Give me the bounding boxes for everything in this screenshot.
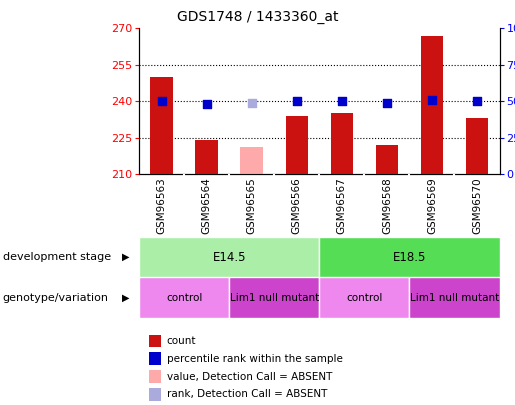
Bar [229,277,319,318]
Text: rank, Detection Call = ABSENT: rank, Detection Call = ABSENT [167,390,327,399]
Point [428,96,436,103]
Point [473,98,481,104]
Bar [466,118,488,174]
Point [383,100,391,106]
Bar [331,113,353,174]
Text: ▶: ▶ [123,293,130,303]
Text: value, Detection Call = ABSENT: value, Detection Call = ABSENT [167,372,332,382]
Point [158,98,166,104]
Text: ▶: ▶ [123,252,130,262]
Bar [139,277,229,318]
Text: E14.5: E14.5 [212,251,246,264]
Text: control: control [166,293,202,303]
Text: count: count [167,336,196,346]
Text: GSM96564: GSM96564 [202,177,212,234]
Bar [241,147,263,174]
Text: development stage: development stage [3,252,111,262]
Text: GSM96567: GSM96567 [337,177,347,234]
Text: GSM96569: GSM96569 [427,177,437,234]
Text: control: control [346,293,383,303]
Bar [319,277,409,318]
Text: GSM96565: GSM96565 [247,177,256,234]
Bar [375,145,398,174]
Text: GDS1748 / 1433360_at: GDS1748 / 1433360_at [177,10,338,24]
Text: percentile rank within the sample: percentile rank within the sample [167,354,343,364]
Text: GSM96566: GSM96566 [292,177,302,234]
Text: GSM96563: GSM96563 [157,177,166,234]
Bar [139,237,319,277]
Text: Lim1 null mutant: Lim1 null mutant [410,293,499,303]
Bar [285,116,308,174]
Point [202,101,211,107]
Text: Lim1 null mutant: Lim1 null mutant [230,293,319,303]
Text: genotype/variation: genotype/variation [3,293,109,303]
Bar [409,277,500,318]
Point [338,98,346,104]
Bar [195,140,218,174]
Bar [421,36,443,174]
Bar [150,77,173,174]
Point [293,98,301,104]
Point [248,100,256,106]
Text: GSM96568: GSM96568 [382,177,392,234]
Text: GSM96570: GSM96570 [472,177,482,234]
Bar [319,237,500,277]
Text: E18.5: E18.5 [393,251,426,264]
